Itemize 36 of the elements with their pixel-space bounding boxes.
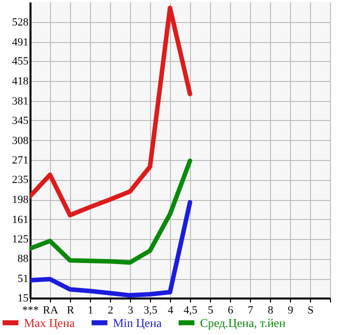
x-tick-label: S xyxy=(307,304,314,316)
y-tick-label: 381 xyxy=(12,96,28,108)
line-series xyxy=(30,158,192,265)
y-tick-label: 528 xyxy=(12,16,29,28)
y-tick-label: 88 xyxy=(18,253,29,266)
x-tick-label: *** xyxy=(22,304,39,316)
y-tick-label: 308 xyxy=(12,134,29,147)
x-tick-label: 4,5 xyxy=(184,304,198,316)
line-series xyxy=(30,200,192,298)
x-tick-label: 2 xyxy=(108,304,114,316)
y-tick-label: 235 xyxy=(12,174,29,186)
legend-label: Max Цена xyxy=(24,316,76,330)
y-tick-label: 491 xyxy=(12,36,28,48)
x-tick-label: 1 xyxy=(88,304,94,316)
x-tick-label: 5 xyxy=(208,304,214,316)
y-tick-label: 15 xyxy=(18,292,29,304)
x-tick-label: 6 xyxy=(228,304,234,316)
legend-label: Min Цена xyxy=(113,316,162,330)
y-tick-label: 418 xyxy=(12,76,29,88)
y-tick-label: 161 xyxy=(12,214,28,226)
x-tick-label: 4 xyxy=(168,304,174,316)
y-tick-label: 271 xyxy=(12,154,28,167)
legend-label: Сред.Цена, т.йен xyxy=(200,316,286,330)
y-tick-label: 125 xyxy=(12,233,29,246)
x-tick-label: RA xyxy=(42,304,58,316)
x-tick-label: R xyxy=(66,304,75,316)
x-tick-label: 3,5 xyxy=(144,304,158,316)
x-tick-label: 9 xyxy=(288,304,294,316)
y-tick-label: 455 xyxy=(12,56,29,68)
y-tick-label: 198 xyxy=(12,194,29,206)
line-series xyxy=(30,6,192,218)
y-tick-label: 345 xyxy=(12,114,29,127)
x-tick-label: 8 xyxy=(268,304,274,316)
x-tick-label: 3 xyxy=(128,304,134,316)
y-tick-label: 51 xyxy=(18,273,28,286)
x-tick-label: 7 xyxy=(248,304,254,316)
